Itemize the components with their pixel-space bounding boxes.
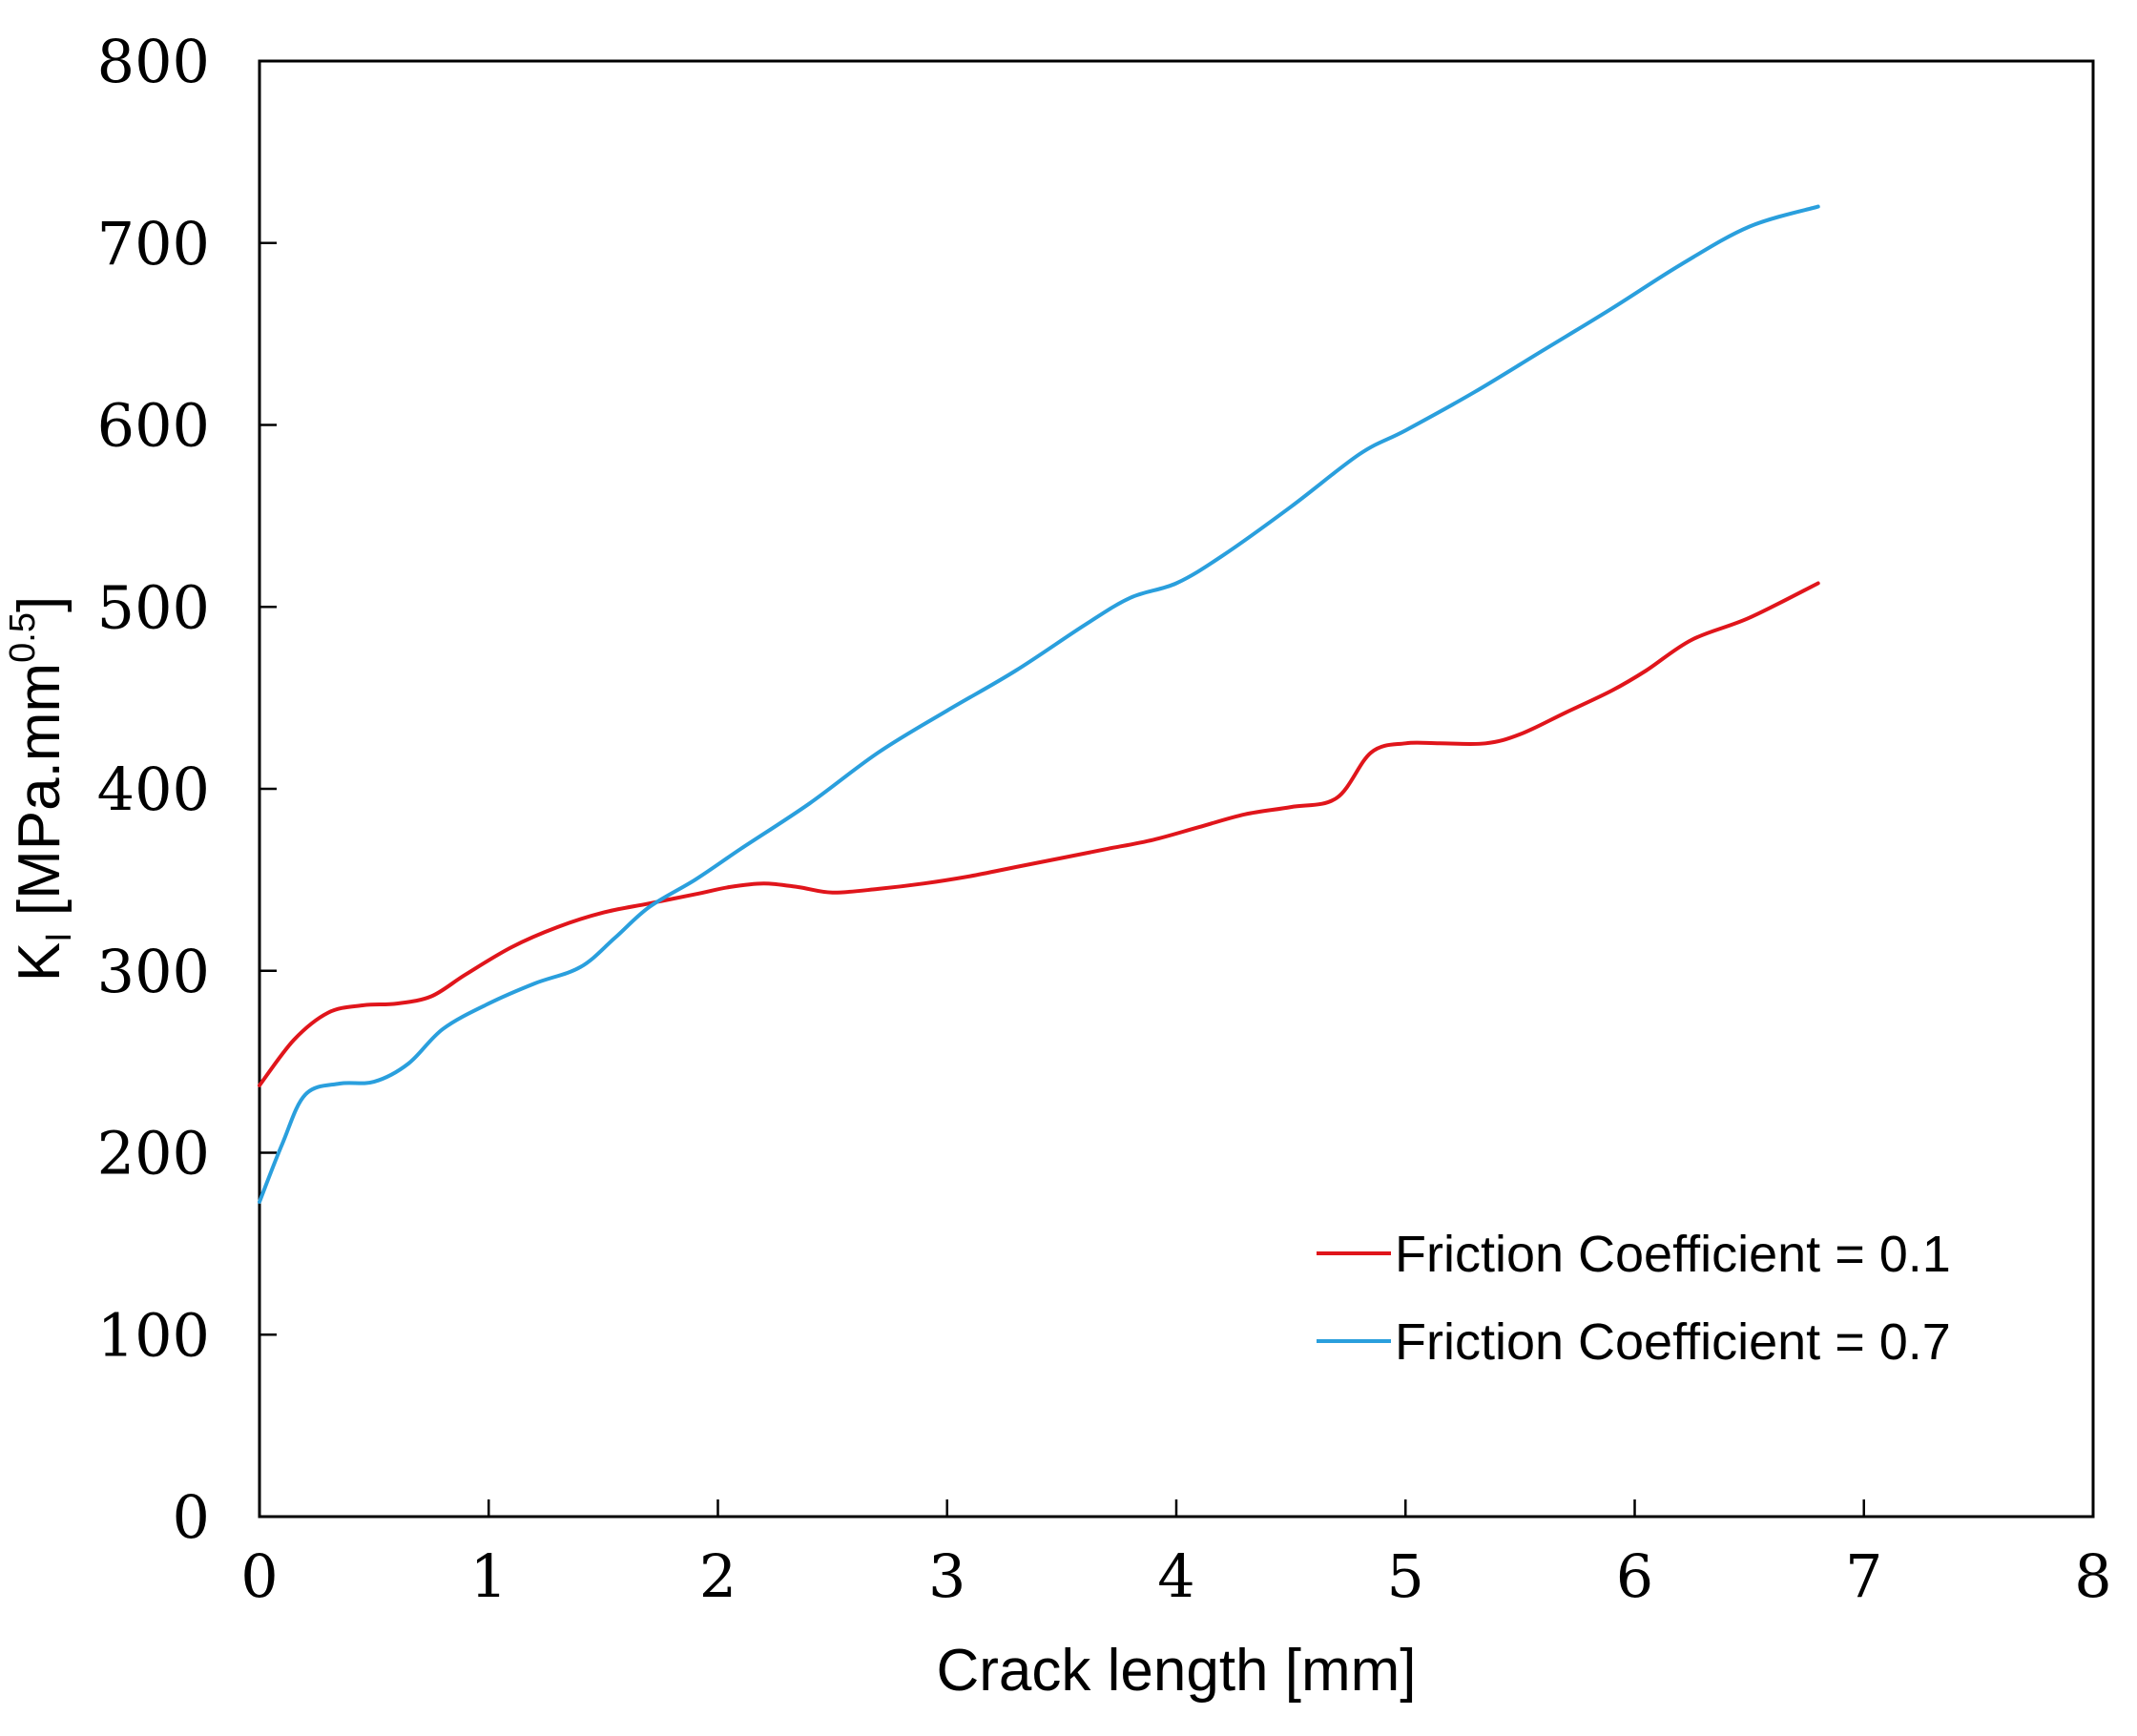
y-tick-label: 300 <box>97 937 210 1006</box>
x-tick-label: 3 <box>928 1541 965 1611</box>
legend: Friction Coefficient = 0.1 Friction Coef… <box>1317 1226 1951 1371</box>
x-tick-label: 0 <box>240 1541 278 1611</box>
y-axis-title-base: K <box>7 942 73 982</box>
series-line-friction-0.7 <box>258 204 1820 1204</box>
x-tick-label: 2 <box>699 1541 737 1611</box>
y-tick-label: 700 <box>97 209 210 279</box>
x-tick-label: 6 <box>1616 1541 1653 1611</box>
ticks: 0 1 2 3 4 5 6 7 8 0 100 200 300 400 500 600 700 800 <box>97 27 2112 1611</box>
x-axis-title: Crack length [mm] <box>936 1638 1416 1704</box>
x-tick-label: 7 <box>1845 1541 1882 1611</box>
legend-label-friction-0.7: Friction Coefficient = 0.7 <box>1395 1313 1951 1371</box>
x-tick-label: 4 <box>1157 1541 1194 1611</box>
y-tick-label: 400 <box>97 754 210 824</box>
x-tick-label: 5 <box>1387 1541 1424 1611</box>
y-tick-label: 200 <box>97 1119 210 1188</box>
series-lines <box>258 204 1820 1204</box>
y-tick-label: 100 <box>97 1300 210 1370</box>
y-axis-title-sub: I <box>39 932 79 942</box>
y-tick-label: 600 <box>97 391 210 461</box>
y-tick-label: 0 <box>173 1482 210 1552</box>
y-axis-title-sup: 0.5 <box>3 612 43 663</box>
y-tick-label: 800 <box>97 27 210 96</box>
y-axis-title-suffix: ] <box>7 596 73 612</box>
y-axis-title-unit: [MPa.mm <box>7 663 73 932</box>
y-tick-label: 500 <box>97 572 210 642</box>
x-tick-label: 1 <box>470 1541 508 1611</box>
plot-area <box>258 59 2095 1519</box>
legend-label-friction-0.1: Friction Coefficient = 0.1 <box>1395 1226 1951 1283</box>
y-axis-title: KI [MPa.mm0.5] <box>3 596 79 982</box>
x-tick-label: 8 <box>2074 1541 2111 1611</box>
series-line-friction-0.1 <box>258 581 1820 1087</box>
